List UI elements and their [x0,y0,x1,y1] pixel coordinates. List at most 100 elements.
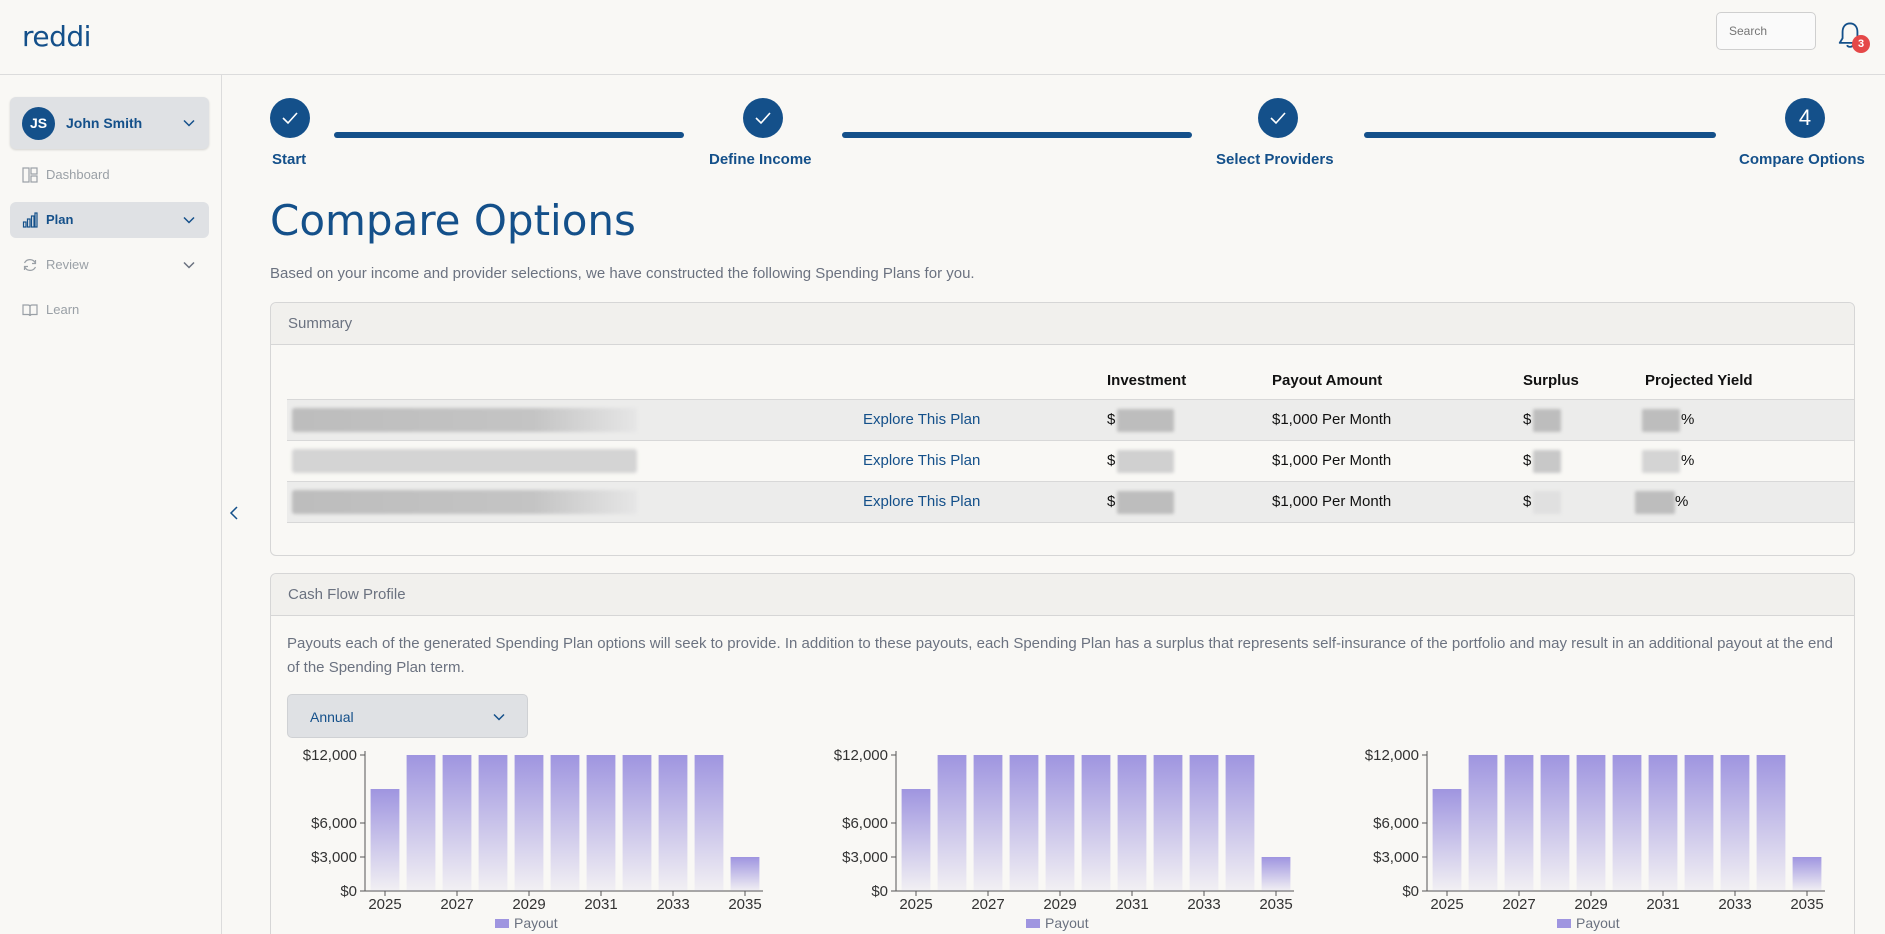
sidebar-item-label: Dashboard [46,167,110,182]
step-start-check [270,98,310,138]
x-tick-label: 2033 [656,896,689,913]
step-select-providers-check [1258,98,1298,138]
redacted-surplus [1533,450,1561,473]
redacted-plan-name [292,490,637,514]
y-tick-label: $12,000 [1365,747,1419,764]
cash-flow-header: Cash Flow Profile [271,574,1854,616]
yield-suffix: % [1681,411,1695,428]
x-tick-label: 2031 [1115,896,1148,913]
legend-swatch [1026,919,1040,928]
notification-badge: 3 [1852,35,1870,53]
bar[interactable] [1225,755,1255,891]
x-tick-label: 2035 [1259,896,1292,913]
sidebar-item-label: Plan [46,212,74,227]
step-connector [842,132,1192,138]
bar[interactable] [1612,755,1642,891]
sidebar-item-review[interactable]: Review [10,247,209,283]
cash-flow-chart-1: $12,000 $6,000 $3,000 $0 2025 2027 2029 2031 203… [287,745,787,934]
bar[interactable] [406,755,436,891]
x-tick-label: 2031 [584,896,617,913]
explore-plan-link[interactable]: Explore This Plan [863,452,981,469]
x-tick-label: 2025 [899,896,932,913]
bar[interactable] [730,857,760,891]
x-tick-label: 2035 [1790,896,1823,913]
sidebar-item-learn[interactable]: Learn [10,292,209,328]
legend-label: Payout [1576,915,1620,931]
page-title: Compare Options [270,196,636,245]
bar[interactable] [1432,789,1462,891]
chevron-down-icon [183,119,195,127]
bar[interactable] [1468,755,1498,891]
y-tick-label: $0 [1402,883,1419,900]
logo[interactable]: reddi [22,20,91,53]
bar[interactable] [1756,755,1786,891]
bar[interactable] [622,755,652,891]
bar[interactable] [1117,755,1147,891]
bar[interactable] [1009,755,1039,891]
top-bar: reddi 3 [0,0,1885,75]
bar[interactable] [1504,755,1534,891]
step-label-select-providers: Select Providers [1216,151,1334,168]
legend-swatch [1557,919,1571,928]
sidebar-item-plan[interactable]: Plan [10,202,209,238]
bar[interactable] [478,755,508,891]
bar[interactable] [937,755,967,891]
bar[interactable] [1540,755,1570,891]
redacted-plan-name [292,449,637,473]
bar[interactable] [442,755,472,891]
bar[interactable] [514,755,544,891]
bar[interactable] [1153,755,1183,891]
column-header-payout-amount: Payout Amount [1272,372,1383,389]
x-tick-label: 2027 [1502,896,1535,913]
investment-prefix: $ [1107,452,1116,469]
explore-plan-link[interactable]: Explore This Plan [863,411,981,428]
step-connector [1364,132,1716,138]
bar[interactable] [658,755,688,891]
bar[interactable] [1648,755,1678,891]
bar[interactable] [550,755,580,891]
explore-plan-link[interactable]: Explore This Plan [863,493,981,510]
table-row: Explore This Plan $ $1,000 Per Month $ % [287,440,1854,481]
bar[interactable] [1189,755,1219,891]
bar[interactable] [1045,755,1075,891]
y-tick-label: $3,000 [311,849,357,866]
surplus-prefix: $ [1523,493,1532,510]
step-compare-options-number: 4 [1785,98,1825,138]
bar-chart-icon [22,212,38,228]
bar[interactable] [1576,755,1606,891]
check-icon [755,112,771,125]
dashboard-icon [22,167,38,183]
bar[interactable] [1081,755,1111,891]
step-label-compare-options: Compare Options [1739,151,1865,168]
redacted-yield [1642,409,1680,432]
redacted-yield [1642,450,1680,473]
bar[interactable] [694,755,724,891]
x-tick-label: 2027 [440,896,473,913]
user-menu[interactable]: JS John Smith [10,97,209,149]
chevron-down-icon [493,713,505,721]
check-icon [282,112,298,125]
bar-chart: $12,000 $6,000 $3,000 $0 2025 2027 2029 2031 203… [1365,747,1825,931]
bar[interactable] [1720,755,1750,891]
period-select[interactable]: Annual [287,694,528,738]
search-input[interactable] [1716,12,1816,50]
bar[interactable] [1792,857,1822,891]
column-header-projected-yield: Projected Yield [1645,372,1753,389]
collapse-sidebar-icon[interactable] [227,504,241,522]
bar[interactable] [901,789,931,891]
cash-flow-chart-2: $12,000 $6,000 $3,000 $0 2025 2027 2029 2031 203… [818,745,1318,934]
bar[interactable] [370,789,400,891]
book-icon [22,304,38,317]
x-tick-label: 2035 [728,896,761,913]
bar[interactable] [1684,755,1714,891]
sidebar-item-label: Learn [46,302,80,317]
sidebar-item-dashboard[interactable]: Dashboard [10,157,209,193]
bar[interactable] [973,755,1003,891]
surplus-prefix: $ [1523,452,1532,469]
redacted-investment [1117,450,1174,473]
yield-suffix: % [1681,452,1695,469]
x-tick-label: 2025 [1430,896,1463,913]
bar[interactable] [586,755,616,891]
y-tick-label: $12,000 [834,747,888,764]
bar[interactable] [1261,857,1291,891]
